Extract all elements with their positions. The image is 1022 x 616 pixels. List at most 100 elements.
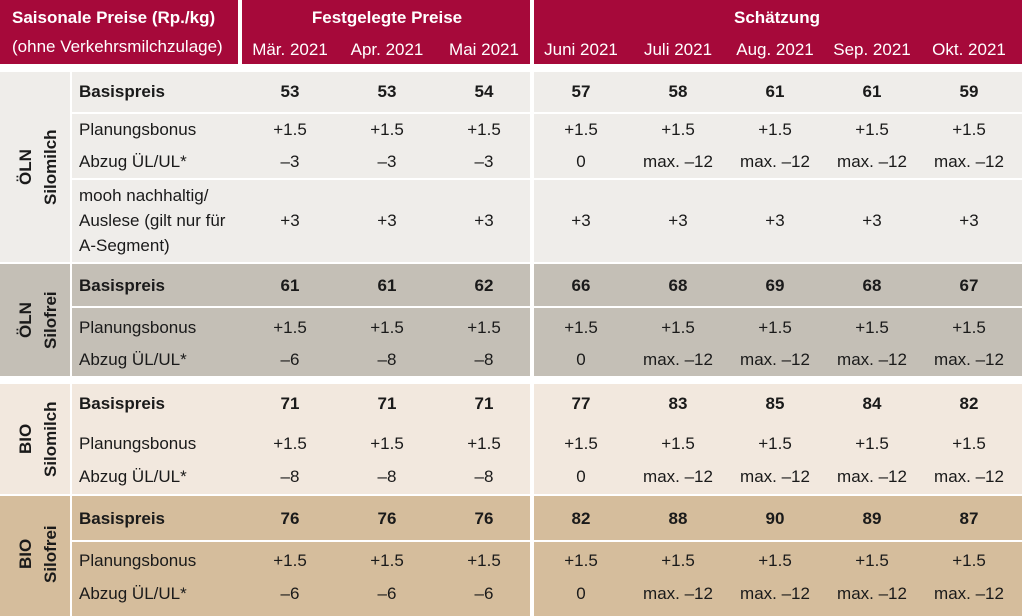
table-cell: 62 — [474, 276, 494, 295]
table-cell: 61 — [377, 276, 397, 295]
table-cell: 87 — [959, 509, 979, 528]
table-cell: 59 — [959, 82, 979, 101]
row-label-basispreis: Basispreis — [79, 276, 165, 295]
table-cell: +1.5 — [758, 318, 792, 337]
table-cell: +1.5 — [661, 434, 695, 453]
month-header: Juli 2021 — [643, 40, 713, 59]
table-cell: 68 — [668, 276, 688, 295]
table-cell: +3 — [668, 211, 688, 230]
table-cell: 71 — [280, 394, 300, 413]
row-label-abzug: Abzug ÜL/UL* — [79, 584, 187, 603]
table-cell: 71 — [377, 394, 397, 413]
table-cell: max. –12 — [740, 350, 810, 369]
row-label-mooh-line1: mooh nachhaltig/ — [79, 186, 209, 205]
table-cell: +1.5 — [370, 551, 404, 570]
table-cell: 57 — [571, 82, 591, 101]
section-bio-silofrei: BIO Silofrei — [0, 496, 1022, 616]
table-cell: 66 — [571, 276, 591, 295]
table-cell: +1.5 — [370, 120, 404, 139]
row-label-abzug: Abzug ÜL/UL* — [79, 350, 187, 369]
table-cell: 61 — [280, 276, 300, 295]
table-cell: –3 — [280, 152, 300, 171]
section-label: BIO — [14, 496, 38, 612]
month-header: Mai 2021 — [449, 40, 519, 59]
section-label: ÖLN — [14, 72, 38, 262]
table-cell: +3 — [474, 211, 494, 230]
table-cell: 88 — [668, 509, 688, 528]
table-cell: max. –12 — [740, 584, 810, 603]
month-header: Okt. 2021 — [932, 40, 1006, 59]
table-cell: 82 — [959, 394, 979, 413]
table-cell: +1.5 — [952, 434, 986, 453]
section-label-top: ÖLN — [16, 302, 35, 338]
table-cell: 0 — [576, 350, 586, 369]
table-cell: 77 — [571, 394, 591, 413]
section-label: Silomilch — [40, 384, 62, 494]
table-cell: +1.5 — [661, 551, 695, 570]
table-cell: max. –12 — [934, 350, 1004, 369]
table-cell: max. –12 — [837, 152, 907, 171]
section-bio-silomilch: BIO Silomilch — [0, 384, 1022, 494]
table-cell: max. –12 — [837, 350, 907, 369]
table-header: Saisonale Preise (Rp./kg) (ohne Verkehrs… — [0, 0, 1022, 64]
section-label-top: BIO — [16, 423, 35, 455]
table-cell: +1.5 — [564, 434, 598, 453]
table-cell: +1.5 — [661, 120, 695, 139]
table-cell: +3 — [862, 211, 882, 230]
table-cell: +1.5 — [661, 318, 695, 337]
estimate-heading: Schätzung — [734, 8, 820, 27]
table-cell: 0 — [576, 467, 586, 486]
table-cell: max. –12 — [934, 584, 1004, 603]
table-cell: max. –12 — [837, 467, 907, 486]
table-cell: 58 — [668, 82, 688, 101]
table-cell: 0 — [576, 152, 586, 171]
table-cell: +1.5 — [758, 434, 792, 453]
table-cell: +3 — [765, 211, 785, 230]
table-cell: max. –12 — [740, 467, 810, 486]
row-label-basispreis: Basispreis — [79, 394, 165, 413]
table-cell: +1.5 — [758, 120, 792, 139]
table-cell: 68 — [862, 276, 882, 295]
row-label-planungsbonus: Planungsbonus — [79, 434, 197, 453]
table-cell: 61 — [862, 82, 882, 101]
table-cell: max. –12 — [934, 467, 1004, 486]
table-cell: +3 — [280, 211, 300, 230]
table-cell: –8 — [474, 350, 494, 369]
row-label-planungsbonus: Planungsbonus — [79, 318, 197, 337]
table-cell: 61 — [765, 82, 785, 101]
section-label: Silofrei — [40, 264, 62, 376]
table-cell: 71 — [474, 394, 494, 413]
table-cell: +1.5 — [564, 120, 598, 139]
table-cell: –3 — [377, 152, 397, 171]
table-cell: 89 — [862, 509, 882, 528]
table-cell: –8 — [280, 467, 300, 486]
row-label-planungsbonus: Planungsbonus — [79, 551, 197, 570]
table-cell: +1.5 — [370, 434, 404, 453]
table-cell: max. –12 — [837, 584, 907, 603]
table-cell: 0 — [576, 584, 586, 603]
table-cell: 76 — [377, 509, 397, 528]
section-label-bottom: Silomilch — [41, 129, 60, 205]
row-label-mooh-line3: A-Segment) — [79, 236, 170, 255]
table-cell: –6 — [280, 584, 300, 603]
table-cell: +1.5 — [273, 318, 307, 337]
table-cell: 76 — [280, 509, 300, 528]
month-header: Apr. 2021 — [350, 40, 424, 59]
section-label-bottom: Silofrei — [41, 291, 60, 349]
table-cell: 85 — [765, 394, 785, 413]
table-title: Saisonale Preise (Rp./kg) — [12, 8, 216, 27]
section-label: BIO — [14, 384, 38, 494]
table-cell: 76 — [474, 509, 494, 528]
table-cell: +1.5 — [855, 434, 889, 453]
row-label-basispreis: Basispreis — [79, 509, 165, 528]
table-cell: max. –12 — [643, 584, 713, 603]
section-label-top: ÖLN — [16, 149, 35, 185]
row-label-abzug: Abzug ÜL/UL* — [79, 152, 187, 171]
fixed-prices-heading: Festgelegte Preise — [311, 8, 463, 27]
table-cell: 84 — [862, 394, 882, 413]
table-cell: max. –12 — [643, 467, 713, 486]
table-cell: –6 — [474, 584, 494, 603]
month-header: Sep. 2021 — [833, 40, 911, 59]
table-cell: 90 — [765, 509, 785, 528]
table-cell: max. –12 — [934, 152, 1004, 171]
